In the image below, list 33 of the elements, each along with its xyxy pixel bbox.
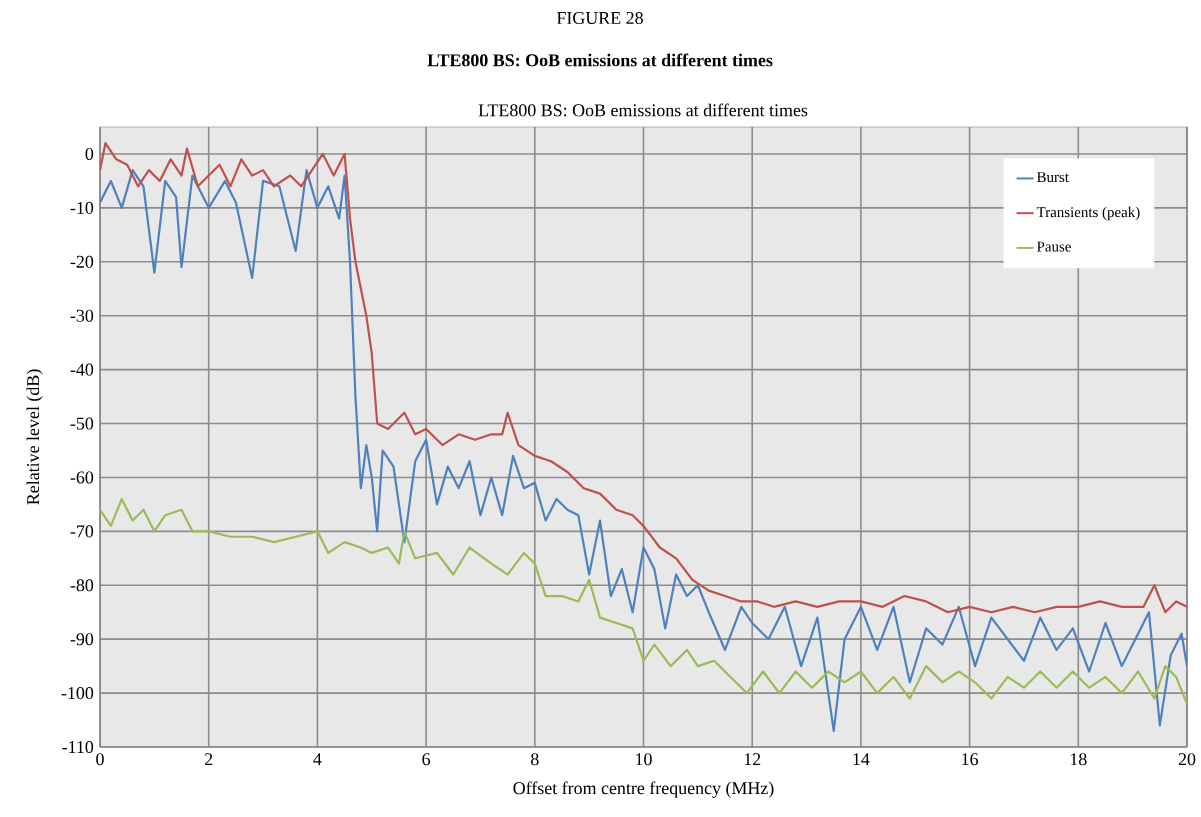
x-tick-label: 12 — [744, 753, 761, 766]
y-tick-label: -70 — [70, 525, 94, 538]
x-axis-title: Offset from centre frequency (MHz) — [513, 781, 774, 798]
y-tick-label: -110 — [62, 740, 94, 754]
x-tick-label: 2 — [205, 753, 213, 766]
y-tick-label: -80 — [70, 579, 94, 592]
chart-subtitle: LTE800 BS: OoB emissions at different times — [427, 53, 773, 67]
x-tick-label: 8 — [531, 753, 539, 766]
legend-label: Burst — [1037, 172, 1069, 183]
x-tick-label: 6 — [422, 753, 431, 766]
legend-label: Transients (peak) — [1036, 206, 1140, 221]
line-series — [100, 497, 1187, 705]
legend-label: Pause — [1037, 241, 1071, 252]
y-tick-label: -20 — [70, 255, 94, 268]
x-tick-label: 10 — [636, 753, 652, 766]
y-tick-label: -60 — [70, 471, 94, 484]
y-axis-title: Relative level (dB) — [26, 369, 43, 505]
y-tick-label: -30 — [70, 309, 94, 322]
y-tick-label: -50 — [70, 417, 94, 430]
x-tick-label: 0 — [96, 753, 104, 766]
chart-title: FIGURE 28 — [556, 11, 643, 25]
x-tick-label: 14 — [853, 753, 870, 766]
line-series — [100, 142, 1187, 614]
x-tick-label: 4 — [313, 753, 322, 765]
x-tick-label: 18 — [1070, 753, 1087, 766]
y-tick-label: -90 — [70, 633, 94, 646]
text: LTE800 BS: OoB emissions at different times — [478, 103, 808, 117]
y-tick-label: -10 — [70, 201, 94, 214]
y-tick-label: -40 — [70, 363, 94, 376]
x-tick-label: 20 — [1178, 753, 1196, 766]
y-tick-label: -100 — [61, 687, 94, 700]
x-tick-label: 16 — [962, 753, 979, 766]
y-tick-label: 0 — [85, 147, 94, 160]
